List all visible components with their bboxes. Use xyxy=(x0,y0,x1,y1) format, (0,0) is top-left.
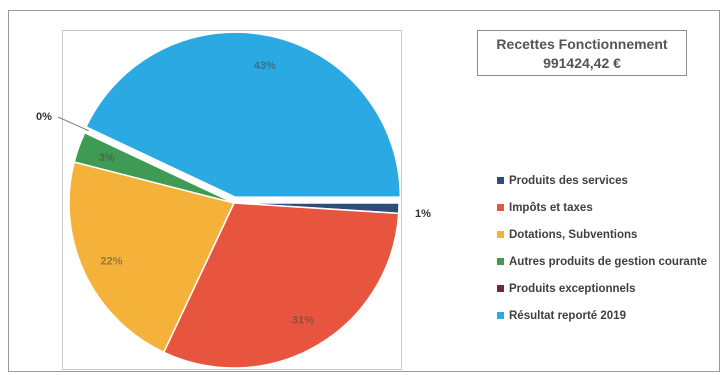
legend-swatch xyxy=(497,258,504,265)
data-labels: 1% 31% 22% 3% 0% 43% xyxy=(36,60,431,326)
legend-label: Autres produits de gestion courante xyxy=(509,255,708,268)
data-label-dotations-subventions: 22% xyxy=(101,256,123,268)
legend-item-resultat-reporte-2019: Résultat reporté 2019 xyxy=(497,309,707,322)
chart-total: 991424,42 € xyxy=(543,55,621,71)
pie-slices xyxy=(68,31,402,369)
pie-slice-autres-produits-de-gestion-courante xyxy=(73,131,235,204)
legend-item-dotations-subventions: Dotations, Subventions xyxy=(497,228,707,241)
legend-label: Dotations, Subventions xyxy=(509,228,638,241)
legend-item-produits-des-services: Produits des services xyxy=(497,174,707,187)
leader-line-produits-exceptionnels xyxy=(57,116,89,132)
legend-item-produits-exceptionnels: Produits exceptionnels xyxy=(497,282,707,295)
chart-title: Recettes Fonctionnement xyxy=(496,36,668,52)
data-label-autres-produits-de-gestion-courante: 3% xyxy=(99,152,115,164)
pie-slice-resultat-reporte-2019 xyxy=(85,31,402,198)
data-label-produits-des-services: 1% xyxy=(415,208,431,220)
legend-label: Résultat reporté 2019 xyxy=(509,309,626,322)
legend: Produits des services Impôts et taxes Dota… xyxy=(497,174,707,336)
legend-swatch xyxy=(497,177,504,184)
legend-label: Impôts et taxes xyxy=(509,201,593,214)
plot-area xyxy=(62,30,402,370)
data-label-impots-et-taxes: 31% xyxy=(292,314,314,326)
legend-swatch xyxy=(497,231,504,238)
data-label-resultat-reporte-2019: 43% xyxy=(254,60,276,72)
legend-label: Produits des services xyxy=(509,174,628,187)
legend-label: Produits exceptionnels xyxy=(509,282,636,295)
chart-title-box: Recettes Fonctionnement 991424,42 € xyxy=(477,30,687,76)
legend-swatch xyxy=(497,312,504,319)
pie-slice-impots-et-taxes xyxy=(162,202,400,369)
legend-swatch xyxy=(497,204,504,211)
legend-swatch xyxy=(497,285,504,292)
legend-item-impots-et-taxes: Impôts et taxes xyxy=(497,201,707,214)
pie-slice-dotations-subventions xyxy=(68,161,236,354)
legend-item-autres-produits-de-gestion-courante: Autres produits de gestion courante xyxy=(497,255,707,268)
data-label-produits-exceptionnels: 0% xyxy=(36,111,52,123)
